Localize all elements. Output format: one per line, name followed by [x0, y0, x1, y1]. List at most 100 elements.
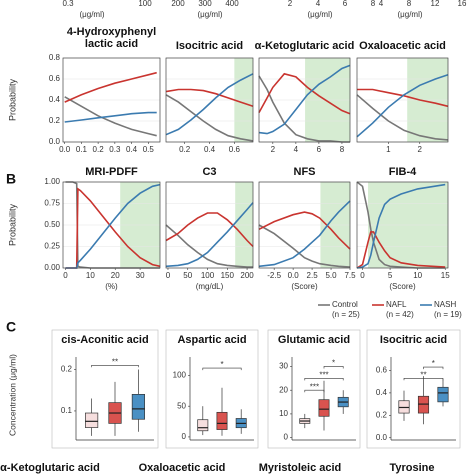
- y-tick-label: 0.00: [44, 263, 60, 272]
- x-tick-label: 8: [371, 0, 376, 8]
- x-axis-label: (%): [105, 282, 118, 291]
- line-series: [356, 94, 449, 141]
- x-tick-label: 4: [294, 145, 299, 154]
- x-tick-label: 4: [379, 0, 384, 8]
- line-series: [258, 72, 351, 115]
- plot-frame: [258, 57, 351, 143]
- x-tick-label: 0.2: [179, 145, 191, 154]
- x-tick-label: 150: [221, 271, 235, 280]
- chart-title: Oxaloacetic acid: [139, 462, 226, 474]
- line-series: [258, 224, 351, 268]
- x-tick-label: 100: [201, 271, 215, 280]
- x-tick-label: -2.5: [267, 271, 281, 280]
- x-tick-label: 2: [288, 0, 293, 8]
- x-tick-label: 7.5: [344, 271, 356, 280]
- x-tick-label: 0.3: [62, 0, 74, 8]
- x-tick-label: 0.5: [143, 145, 155, 154]
- significance-label: ***: [319, 370, 328, 379]
- box: [318, 399, 330, 417]
- line-series: [165, 94, 254, 142]
- significance-label: *: [432, 359, 435, 368]
- plot-frame: [165, 181, 254, 269]
- line-series: [165, 224, 253, 268]
- chart-title: Glutamic acid: [278, 334, 350, 346]
- panel-frame: [366, 329, 461, 449]
- x-tick-label: 0: [63, 271, 68, 280]
- plot-frame: [165, 57, 254, 143]
- significance-bracket: [403, 378, 444, 381]
- plot-frame: [62, 181, 161, 269]
- y-tick-label: 30: [279, 362, 288, 371]
- line-series: [64, 111, 157, 123]
- panel-frame: [267, 329, 361, 449]
- x-tick-label: 1: [386, 145, 391, 154]
- significance-label: **: [112, 357, 118, 366]
- x-tick-label: 5.0: [325, 271, 337, 280]
- box: [437, 386, 449, 403]
- significance-bracket: [304, 378, 344, 381]
- line-series: [64, 71, 157, 103]
- x-tick-label: 2: [271, 145, 276, 154]
- legend-label: Control: [332, 300, 358, 309]
- y-tick-label: 0.2: [61, 365, 73, 374]
- chart-title-text: 4-Hydroxyphenyl lactic acid: [66, 26, 157, 50]
- y-tick-label: 0.25: [44, 242, 60, 251]
- legend-label: NASH: [434, 300, 456, 309]
- y-tick-label: 0.0: [376, 433, 388, 442]
- line-series: [165, 88, 254, 108]
- x-tick-label: 0: [166, 271, 171, 280]
- x-axis-label: (μg/ml): [397, 10, 422, 19]
- x-tick-label: 6: [343, 0, 348, 8]
- chart-title: Oxaloacetic acid: [359, 40, 446, 52]
- x-tick-label: 0.4: [204, 145, 216, 154]
- chart-title: Isocitric acid: [380, 334, 447, 346]
- plot-frame: [356, 57, 449, 143]
- box: [85, 412, 99, 428]
- box: [131, 394, 145, 420]
- x-tick-label: 200: [240, 271, 254, 280]
- x-tick-label: 15: [441, 271, 450, 280]
- x-tick-label: 2.5: [307, 271, 319, 280]
- y-tick-label: 0.2: [376, 410, 388, 419]
- line-series: [356, 183, 446, 269]
- y-tick-label: 100: [173, 371, 187, 380]
- y-tick-label: 1.00: [44, 177, 60, 186]
- panel-frame: [165, 329, 259, 449]
- line-series: [165, 212, 254, 248]
- panel-label: C: [6, 319, 16, 335]
- significance-bracket: [304, 389, 325, 393]
- y-tick-label: 0.8: [49, 53, 61, 62]
- x-tick-label: 0.1: [76, 145, 88, 154]
- line-series: [258, 75, 350, 143]
- x-tick-label: 16: [458, 0, 467, 8]
- y-tick-label: 0.6: [49, 74, 61, 83]
- x-tick-label: 400: [225, 0, 239, 8]
- x-tick-label: 30: [136, 271, 145, 280]
- x-tick-label: 6: [317, 145, 322, 154]
- chart-title: 4-Hydroxyphenyl lactic acid: [66, 26, 157, 50]
- panel-label: B: [6, 171, 16, 187]
- x-tick-label: 300: [198, 0, 212, 8]
- x-tick-label: 0: [360, 271, 365, 280]
- plot-frame: [356, 181, 449, 269]
- x-axis-label: (μg/ml): [307, 10, 332, 19]
- y-axis-label: Probability: [7, 78, 17, 121]
- legend-count: (n = 25): [332, 310, 360, 319]
- x-tick-label: 10: [86, 271, 95, 280]
- y-tick-label: 0.1: [61, 406, 73, 415]
- y-tick-label: 0.4: [49, 95, 61, 104]
- line-series: [165, 73, 254, 136]
- y-tick-label: 20: [279, 385, 288, 394]
- chart-title: Aspartic acid: [177, 334, 246, 346]
- chart-title: MRI-PDFF: [85, 166, 138, 178]
- x-axis-label: (Score): [291, 282, 318, 291]
- x-tick-label: 0.3: [109, 145, 121, 154]
- line-series: [356, 181, 446, 269]
- x-tick-label: 0.6: [229, 145, 241, 154]
- line-series: [165, 202, 254, 268]
- x-axis-label: (Score): [389, 282, 416, 291]
- y-axis-label: Concentration (μg/ml): [7, 354, 17, 436]
- x-axis-label: (μg/ml): [79, 10, 104, 19]
- chart-title: cis-Aconitic acid: [61, 334, 148, 346]
